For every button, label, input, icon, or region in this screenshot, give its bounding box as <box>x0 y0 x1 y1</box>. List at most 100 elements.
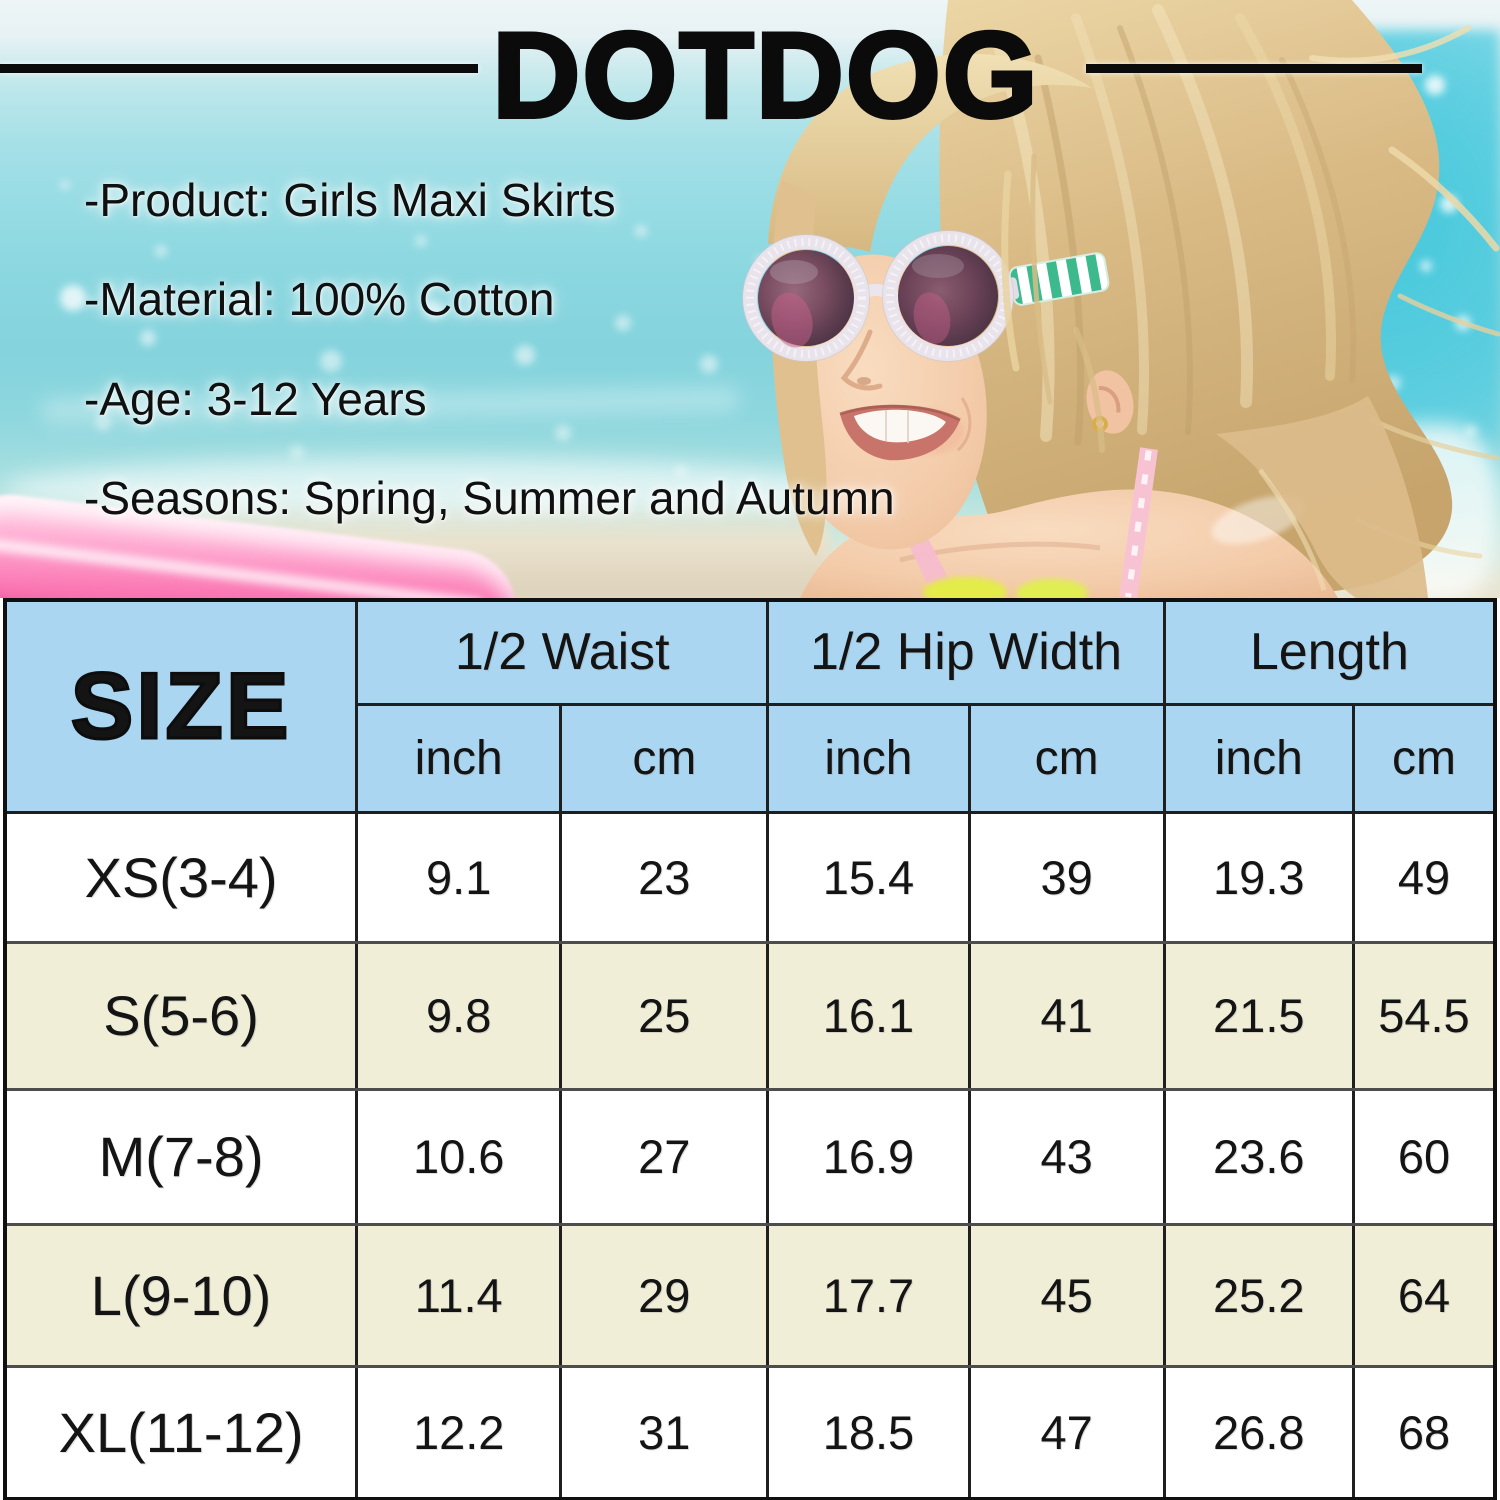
bokeh-sparkle <box>515 345 535 365</box>
shoulder-shine <box>1211 495 1305 545</box>
value-cell: 64 <box>1351 1222 1497 1368</box>
value-cell: 45 <box>967 1222 1166 1368</box>
unit-header-hip-inch: inch <box>766 702 971 814</box>
bokeh-sparkle <box>415 235 427 247</box>
detail-line-material: -Material: 100% Cotton <box>84 273 555 326</box>
detail-line-seasons: -Seasons: Spring, Summer and Autumn <box>84 471 895 524</box>
value-cell: 27 <box>559 1087 770 1226</box>
value-cell: 54.5 <box>1351 940 1497 1091</box>
value-cell: 26.8 <box>1162 1364 1355 1500</box>
value-cell: 25 <box>559 940 770 1091</box>
product-details: -Product: Girls Maxi Skirts -Material: 1… <box>84 176 895 573</box>
brand-rule-right <box>1086 64 1422 73</box>
group-header-hip: 1/2 Hip Width <box>766 598 1166 706</box>
value-cell: 60 <box>1351 1087 1497 1226</box>
unit-header-length-inch: inch <box>1162 702 1355 814</box>
value-cell: 12.2 <box>355 1364 563 1500</box>
value-cell: 11.4 <box>355 1222 563 1368</box>
value-cell: 39 <box>967 810 1166 944</box>
left-rim-glitter <box>746 238 866 358</box>
size-cell: L(9-10) <box>3 1222 359 1368</box>
group-header-waist: 1/2 Waist <box>355 598 770 706</box>
value-cell: 16.9 <box>766 1087 971 1226</box>
bokeh-sparkle <box>320 350 342 372</box>
hair-over-shoulder <box>1216 396 1428 598</box>
detail-line-product: -Product: Girls Maxi Skirts <box>84 174 616 226</box>
unit-header-waist-cm: cm <box>559 702 770 814</box>
left-lens-reflection <box>771 292 813 348</box>
bokeh-sparkle <box>140 330 156 346</box>
value-cell: 49 <box>1351 810 1497 944</box>
hair-strand-shoulder <box>1257 468 1327 591</box>
sunglasses-right-lens <box>898 246 998 346</box>
hair-wisps <box>1001 153 1105 453</box>
value-cell: 47 <box>967 1364 1166 1500</box>
value-cell: 18.5 <box>766 1364 971 1500</box>
bokeh-sparkle <box>675 465 687 477</box>
value-cell: 41 <box>967 940 1166 1091</box>
value-cell: 23 <box>559 810 770 944</box>
table-row-l: L(9-10) 11.4 29 17.7 45 25.2 64 <box>3 1222 1497 1368</box>
size-cell: XL(11-12) <box>3 1364 359 1500</box>
bokeh-sparkle <box>1420 260 1432 272</box>
unit-header-row: inch cm inch cm inch cm <box>5 702 1497 814</box>
right-lens-reflection <box>913 292 951 344</box>
table-row-m: M(7-8) 10.6 27 16.9 43 23.6 60 <box>3 1087 1497 1226</box>
bikini-strap-shoulder <box>1119 447 1158 598</box>
size-chart-table: SIZE 1/2 Waist 1/2 Hip Width Length inch… <box>3 598 1497 1500</box>
bokeh-sparkle <box>250 190 260 200</box>
girl-smile <box>839 397 972 461</box>
yellow-bikini-piece-2 <box>1016 579 1088 598</box>
girl-nose <box>840 329 883 391</box>
brand-title: DOTDOG <box>490 7 1040 143</box>
bokeh-sparkle <box>95 415 111 431</box>
bokeh-sparkle <box>520 185 530 195</box>
value-cell: 21.5 <box>1162 940 1355 1091</box>
value-cell: 10.6 <box>355 1087 563 1226</box>
bokeh-sparkle <box>235 295 255 315</box>
bokeh-sparkle <box>615 315 631 331</box>
value-cell: 15.4 <box>766 810 971 944</box>
girl-with-sunglasses-illustration <box>742 0 1500 598</box>
brand-rule-left <box>0 64 478 73</box>
value-cell: 9.1 <box>355 810 563 944</box>
value-cell: 23.6 <box>1162 1087 1355 1226</box>
bokeh-sparkle <box>60 285 86 311</box>
bokeh-sparkle <box>290 445 304 459</box>
group-header-row: SIZE 1/2 Waist 1/2 Hip Width Length <box>3 598 1497 814</box>
bokeh-sparkle <box>60 180 70 190</box>
value-cell: 68 <box>1351 1364 1497 1500</box>
size-cell: M(7-8) <box>3 1087 359 1226</box>
size-column-header: SIZE <box>3 598 359 814</box>
detail-line-age: -Age: 3-12 Years <box>84 372 427 425</box>
unit-header-length-cm: cm <box>1351 702 1497 814</box>
yellow-bikini-piece <box>923 577 1007 598</box>
group-header-length: Length <box>1162 598 1497 706</box>
girl-bangs <box>768 53 1092 252</box>
value-cell: 31 <box>559 1364 770 1500</box>
value-cell: 16.1 <box>766 940 971 1091</box>
size-cell: S(5-6) <box>3 940 359 1091</box>
size-cell: XS(3-4) <box>3 810 359 944</box>
bokeh-sparkle <box>155 245 167 257</box>
table-row-xs: XS(3-4) 9.1 23 15.4 39 19.3 49 <box>3 810 1497 944</box>
bokeh-sparkle <box>555 425 571 441</box>
table-row-s: S(5-6) 9.8 25 16.1 41 21.5 54.5 <box>3 940 1497 1091</box>
right-lens-highlight <box>912 254 964 278</box>
bokeh-sparkle <box>635 225 647 237</box>
bokeh-sparkle <box>425 300 443 318</box>
unit-header-hip-cm: cm <box>967 702 1166 814</box>
unit-header-waist-inch: inch <box>355 702 563 814</box>
value-cell: 43 <box>967 1087 1166 1226</box>
table-row-xl: XL(11-12) 12.2 31 18.5 47 26.8 68 <box>3 1364 1497 1500</box>
value-cell: 17.7 <box>766 1222 971 1368</box>
bokeh-sparkle <box>1425 75 1445 95</box>
beach-photo <box>0 0 1500 598</box>
bokeh-sparkle <box>700 355 718 373</box>
value-cell: 29 <box>559 1222 770 1368</box>
value-cell: 19.3 <box>1162 810 1355 944</box>
left-lens-highlight <box>770 260 818 284</box>
bokeh-sparkle <box>1465 425 1477 437</box>
value-cell: 9.8 <box>355 940 563 1091</box>
